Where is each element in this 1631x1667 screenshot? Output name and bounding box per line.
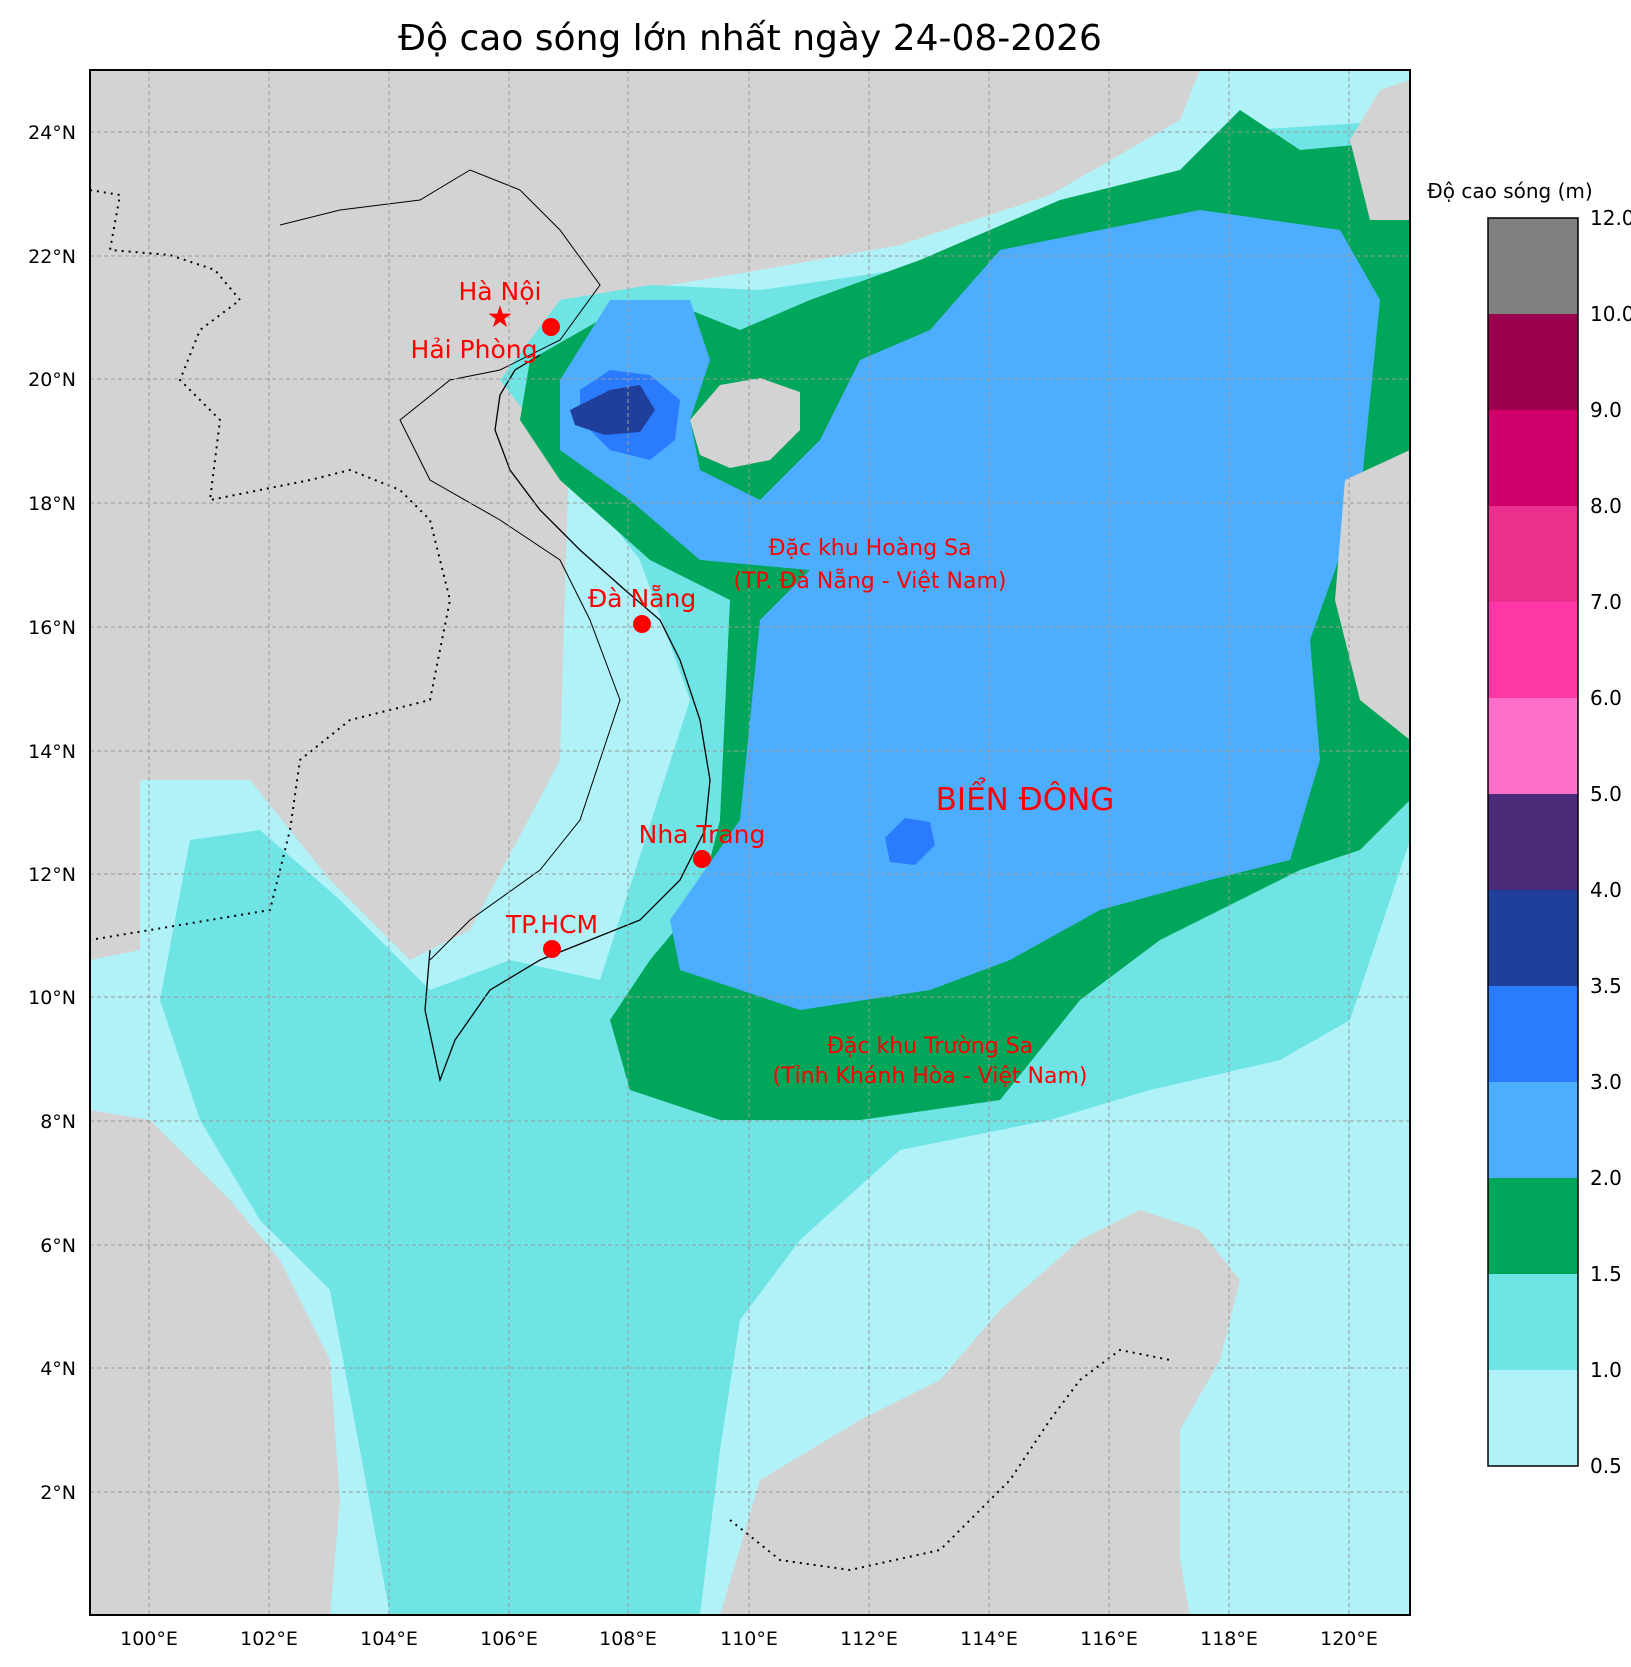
colorbar-tick-label: 5.0 xyxy=(1590,782,1622,806)
wave-band-2.0-3.0 xyxy=(560,210,1380,1010)
lat-tick-label: 20°N xyxy=(28,369,76,391)
lat-tick-label: 10°N xyxy=(28,987,76,1009)
lat-tick-label: 8°N xyxy=(40,1111,76,1133)
lat-tick-label: 24°N xyxy=(28,122,76,144)
philippines-land xyxy=(1335,450,1410,740)
colorbar-segment xyxy=(1488,1178,1578,1274)
lon-tick-label: 104°E xyxy=(360,1628,418,1650)
lat-tick-label: 12°N xyxy=(28,864,76,886)
lat-tick-label: 18°N xyxy=(28,493,76,515)
lon-tick-label: 102°E xyxy=(240,1628,298,1650)
colorbar-tick-label: 9.0 xyxy=(1590,398,1622,422)
hainan-island xyxy=(690,378,800,468)
colorbar xyxy=(1487,217,1579,1467)
tphcm-dot xyxy=(543,940,561,958)
vietnam-coastline xyxy=(424,354,711,1083)
map-title: Độ cao sóng lớn nhất ngày 24-08-2026 xyxy=(398,18,1102,59)
colorbar-tick-label: 8.0 xyxy=(1590,494,1622,518)
colorbar-tick-label: 1.5 xyxy=(1590,1262,1622,1286)
wave-band-3.0-3.5-central xyxy=(885,818,935,865)
lon-tick-label: 114°E xyxy=(960,1628,1018,1650)
city-label-nhatrang: Nha Trang xyxy=(639,820,766,849)
colorbar-segment xyxy=(1488,410,1578,506)
hoang-sa-label-2: (TP. Đà Nẵng - Việt Nam) xyxy=(734,568,1007,594)
colorbar-tick-label: 4.0 xyxy=(1590,878,1622,902)
colorbar-tick-label: 3.0 xyxy=(1590,1070,1622,1094)
map-frame xyxy=(89,69,1411,1616)
colorbar-segment xyxy=(1488,602,1578,698)
wave-band-3.5-4.0 xyxy=(570,385,655,435)
colorbar-segment xyxy=(1488,698,1578,794)
sea-label: BIỂN ĐÔNG xyxy=(936,777,1115,818)
colorbar-frame xyxy=(1487,217,1579,1467)
lon-tick-label: 116°E xyxy=(1080,1628,1138,1650)
colorbar-tick-label: 10.0 xyxy=(1590,302,1631,326)
colorbar-segment xyxy=(1488,1274,1578,1370)
colorbar-tick-label: 2.0 xyxy=(1590,1166,1622,1190)
lat-tick-label: 14°N xyxy=(28,741,76,763)
colorbar-label: Độ cao sóng (m) xyxy=(1427,179,1592,203)
lon-tick-label: 118°E xyxy=(1200,1628,1258,1650)
lat-axis: 24°N 22°N 20°N 18°N 16°N 14°N 12°N 10°N … xyxy=(28,122,76,1504)
city-label-hanoi: Hà Nội xyxy=(458,277,541,306)
colorbar-segment xyxy=(1488,1370,1578,1466)
vietnam-border xyxy=(279,169,621,961)
lat-tick-label: 22°N xyxy=(28,246,76,268)
haiphong-dot xyxy=(542,318,560,336)
lat-tick-label: 4°N xyxy=(40,1358,76,1380)
lat-tick-label: 6°N xyxy=(40,1235,76,1257)
colorbar-tick-label: 1.0 xyxy=(1590,1358,1622,1382)
malay-peninsula xyxy=(90,1110,340,1615)
lon-tick-label: 110°E xyxy=(720,1628,778,1650)
lon-tick-label: 112°E xyxy=(840,1628,898,1650)
lat-tick-label: 16°N xyxy=(28,617,76,639)
colorbar-segment xyxy=(1488,314,1578,410)
hanoi-star: ★ xyxy=(487,300,514,335)
nhatrang-dot xyxy=(693,850,711,868)
map-area: ★ Hà Nội Hải Phòng Đà Nẵng Nha Trang TP.… xyxy=(90,70,1410,1615)
city-label-haiphong: Hải Phòng xyxy=(411,335,538,364)
colorbar-ticks: 0.5 1.0 1.5 2.0 3.0 3.5 4.0 5.0 6.0 7.0 … xyxy=(1590,206,1631,1478)
city-label-danang: Đà Nẵng xyxy=(588,584,696,613)
truong-sa-label-2: (Tỉnh Khánh Hòa - Việt Nam) xyxy=(773,1064,1088,1089)
borneo-land xyxy=(720,1210,1240,1615)
lon-axis: 100°E 102°E 104°E 106°E 108°E 110°E 112°… xyxy=(120,1628,1378,1650)
hoang-sa-label-1: Đặc khu Hoàng Sa xyxy=(768,536,971,561)
colorbar-segment xyxy=(1488,794,1578,890)
colorbar-segment xyxy=(1488,1082,1578,1178)
colorbar-segment xyxy=(1488,506,1578,602)
colorbar-tick-label: 3.5 xyxy=(1590,974,1622,998)
colorbar-tick-label: 7.0 xyxy=(1590,590,1622,614)
truong-sa-label-1: Đặc khu Trường Sa xyxy=(827,1034,1033,1059)
colorbar-tick-label: 0.5 xyxy=(1590,1454,1622,1478)
taiwan-island xyxy=(1350,80,1410,220)
lon-tick-label: 100°E xyxy=(120,1628,178,1650)
lon-tick-label: 108°E xyxy=(599,1628,657,1650)
colorbar-segment xyxy=(1488,890,1578,986)
lat-tick-label: 2°N xyxy=(40,1482,76,1504)
lon-tick-label: 106°E xyxy=(480,1628,538,1650)
danang-dot xyxy=(633,615,651,633)
gridlines xyxy=(90,70,1410,1615)
colorbar-tick-label: 12.0 xyxy=(1590,206,1631,230)
colorbar-tick-label: 6.0 xyxy=(1590,686,1622,710)
colorbar-segment xyxy=(1488,986,1578,1082)
colorbar-segment xyxy=(1488,218,1578,314)
lon-tick-label: 120°E xyxy=(1320,1628,1378,1650)
city-label-tphcm: TP.HCM xyxy=(505,910,598,939)
